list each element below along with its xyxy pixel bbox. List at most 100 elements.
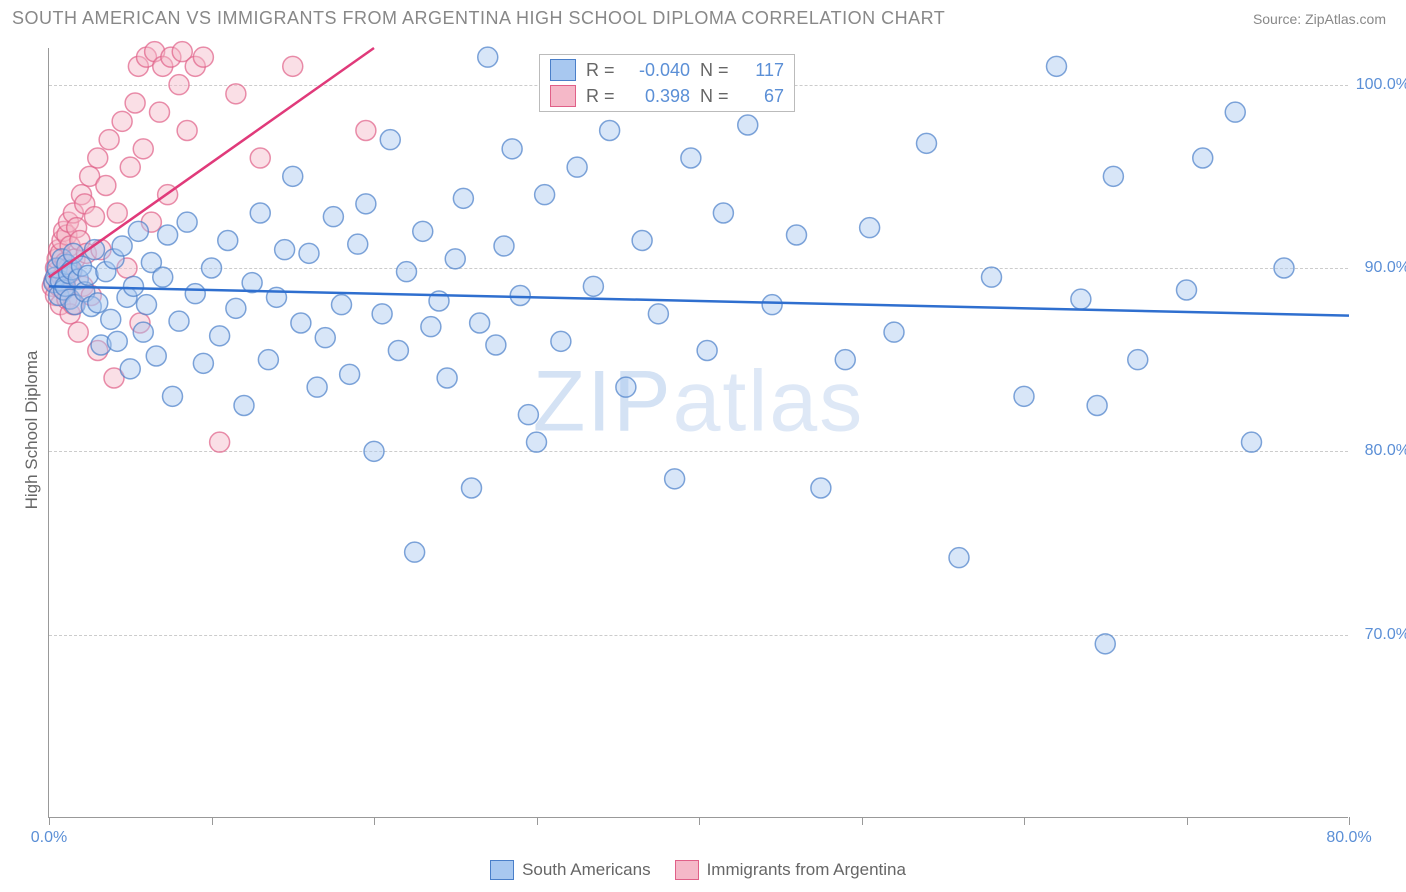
data-point	[340, 364, 360, 384]
n-value: 67	[744, 86, 784, 107]
data-point	[388, 341, 408, 361]
data-point	[88, 148, 108, 168]
x-tick	[862, 817, 863, 825]
data-point	[348, 234, 368, 254]
data-point	[551, 331, 571, 351]
data-point	[99, 130, 119, 150]
data-point	[1128, 350, 1148, 370]
data-point	[1071, 289, 1091, 309]
data-point	[163, 386, 183, 406]
x-tick	[374, 817, 375, 825]
y-tick-label: 80.0%	[1365, 442, 1406, 460]
x-tick-label: 0.0%	[31, 829, 67, 847]
data-point	[107, 203, 127, 223]
data-point	[1242, 432, 1262, 452]
data-point	[299, 243, 319, 263]
data-point	[648, 304, 668, 324]
source-label: Source: ZipAtlas.com	[1253, 11, 1386, 27]
data-point	[397, 262, 417, 282]
x-tick	[537, 817, 538, 825]
data-point	[583, 276, 603, 296]
data-point	[332, 295, 352, 315]
r-label: R =	[586, 86, 620, 107]
data-point	[226, 298, 246, 318]
data-point	[982, 267, 1002, 287]
data-point	[364, 441, 384, 461]
data-point	[185, 284, 205, 304]
data-point	[762, 295, 782, 315]
data-point	[1087, 396, 1107, 416]
x-tick	[49, 817, 50, 825]
data-point	[713, 203, 733, 223]
data-point	[380, 130, 400, 150]
r-label: R =	[586, 60, 620, 81]
data-point	[96, 176, 116, 196]
data-point	[860, 218, 880, 238]
legend-label: South Americans	[522, 860, 651, 880]
data-point	[218, 231, 238, 251]
data-point	[210, 326, 230, 346]
legend-swatch	[490, 860, 514, 880]
data-point	[1274, 258, 1294, 278]
n-value: 117	[744, 60, 784, 81]
data-point	[1103, 166, 1123, 186]
data-point	[478, 47, 498, 67]
data-point	[787, 225, 807, 245]
data-point	[193, 47, 213, 67]
data-point	[177, 121, 197, 141]
data-point	[85, 207, 105, 227]
data-point	[101, 309, 121, 329]
data-point	[153, 267, 173, 287]
data-point	[124, 276, 144, 296]
data-point	[1177, 280, 1197, 300]
data-point	[112, 111, 132, 131]
data-point	[112, 236, 132, 256]
r-value: 0.398	[630, 86, 690, 107]
y-tick-label: 70.0%	[1365, 626, 1406, 644]
data-point	[202, 258, 222, 278]
x-tick-label: 80.0%	[1326, 829, 1371, 847]
data-point	[462, 478, 482, 498]
x-tick	[212, 817, 213, 825]
data-point	[372, 304, 392, 324]
data-point	[133, 322, 153, 342]
data-point	[437, 368, 457, 388]
data-point	[226, 84, 246, 104]
data-point	[356, 194, 376, 214]
y-tick-label: 100.0%	[1356, 76, 1406, 94]
data-point	[193, 353, 213, 373]
data-point	[146, 346, 166, 366]
data-point	[78, 265, 98, 285]
data-point	[738, 115, 758, 135]
data-point	[120, 157, 140, 177]
data-point	[535, 185, 555, 205]
y-tick-label: 90.0%	[1365, 259, 1406, 277]
data-point	[107, 331, 127, 351]
data-point	[283, 166, 303, 186]
data-point	[681, 148, 701, 168]
data-point	[210, 432, 230, 452]
x-tick	[1187, 817, 1188, 825]
legend-swatch	[675, 860, 699, 880]
data-point	[949, 548, 969, 568]
data-point	[616, 377, 636, 397]
data-point	[884, 322, 904, 342]
data-point	[133, 139, 153, 159]
data-point	[835, 350, 855, 370]
data-point	[125, 93, 145, 113]
data-point	[567, 157, 587, 177]
data-point	[158, 225, 178, 245]
stats-row: R = 0.398 N = 67	[540, 83, 794, 109]
data-point	[1014, 386, 1034, 406]
data-point	[169, 75, 189, 95]
x-tick	[1349, 817, 1350, 825]
y-axis-label: High School Diploma	[22, 351, 42, 510]
series-swatch	[550, 59, 576, 81]
data-point	[275, 240, 295, 260]
data-point	[1225, 102, 1245, 122]
n-label: N =	[700, 86, 734, 107]
data-point	[68, 322, 88, 342]
data-point	[1095, 634, 1115, 654]
r-value: -0.040	[630, 60, 690, 81]
data-point	[1047, 56, 1067, 76]
